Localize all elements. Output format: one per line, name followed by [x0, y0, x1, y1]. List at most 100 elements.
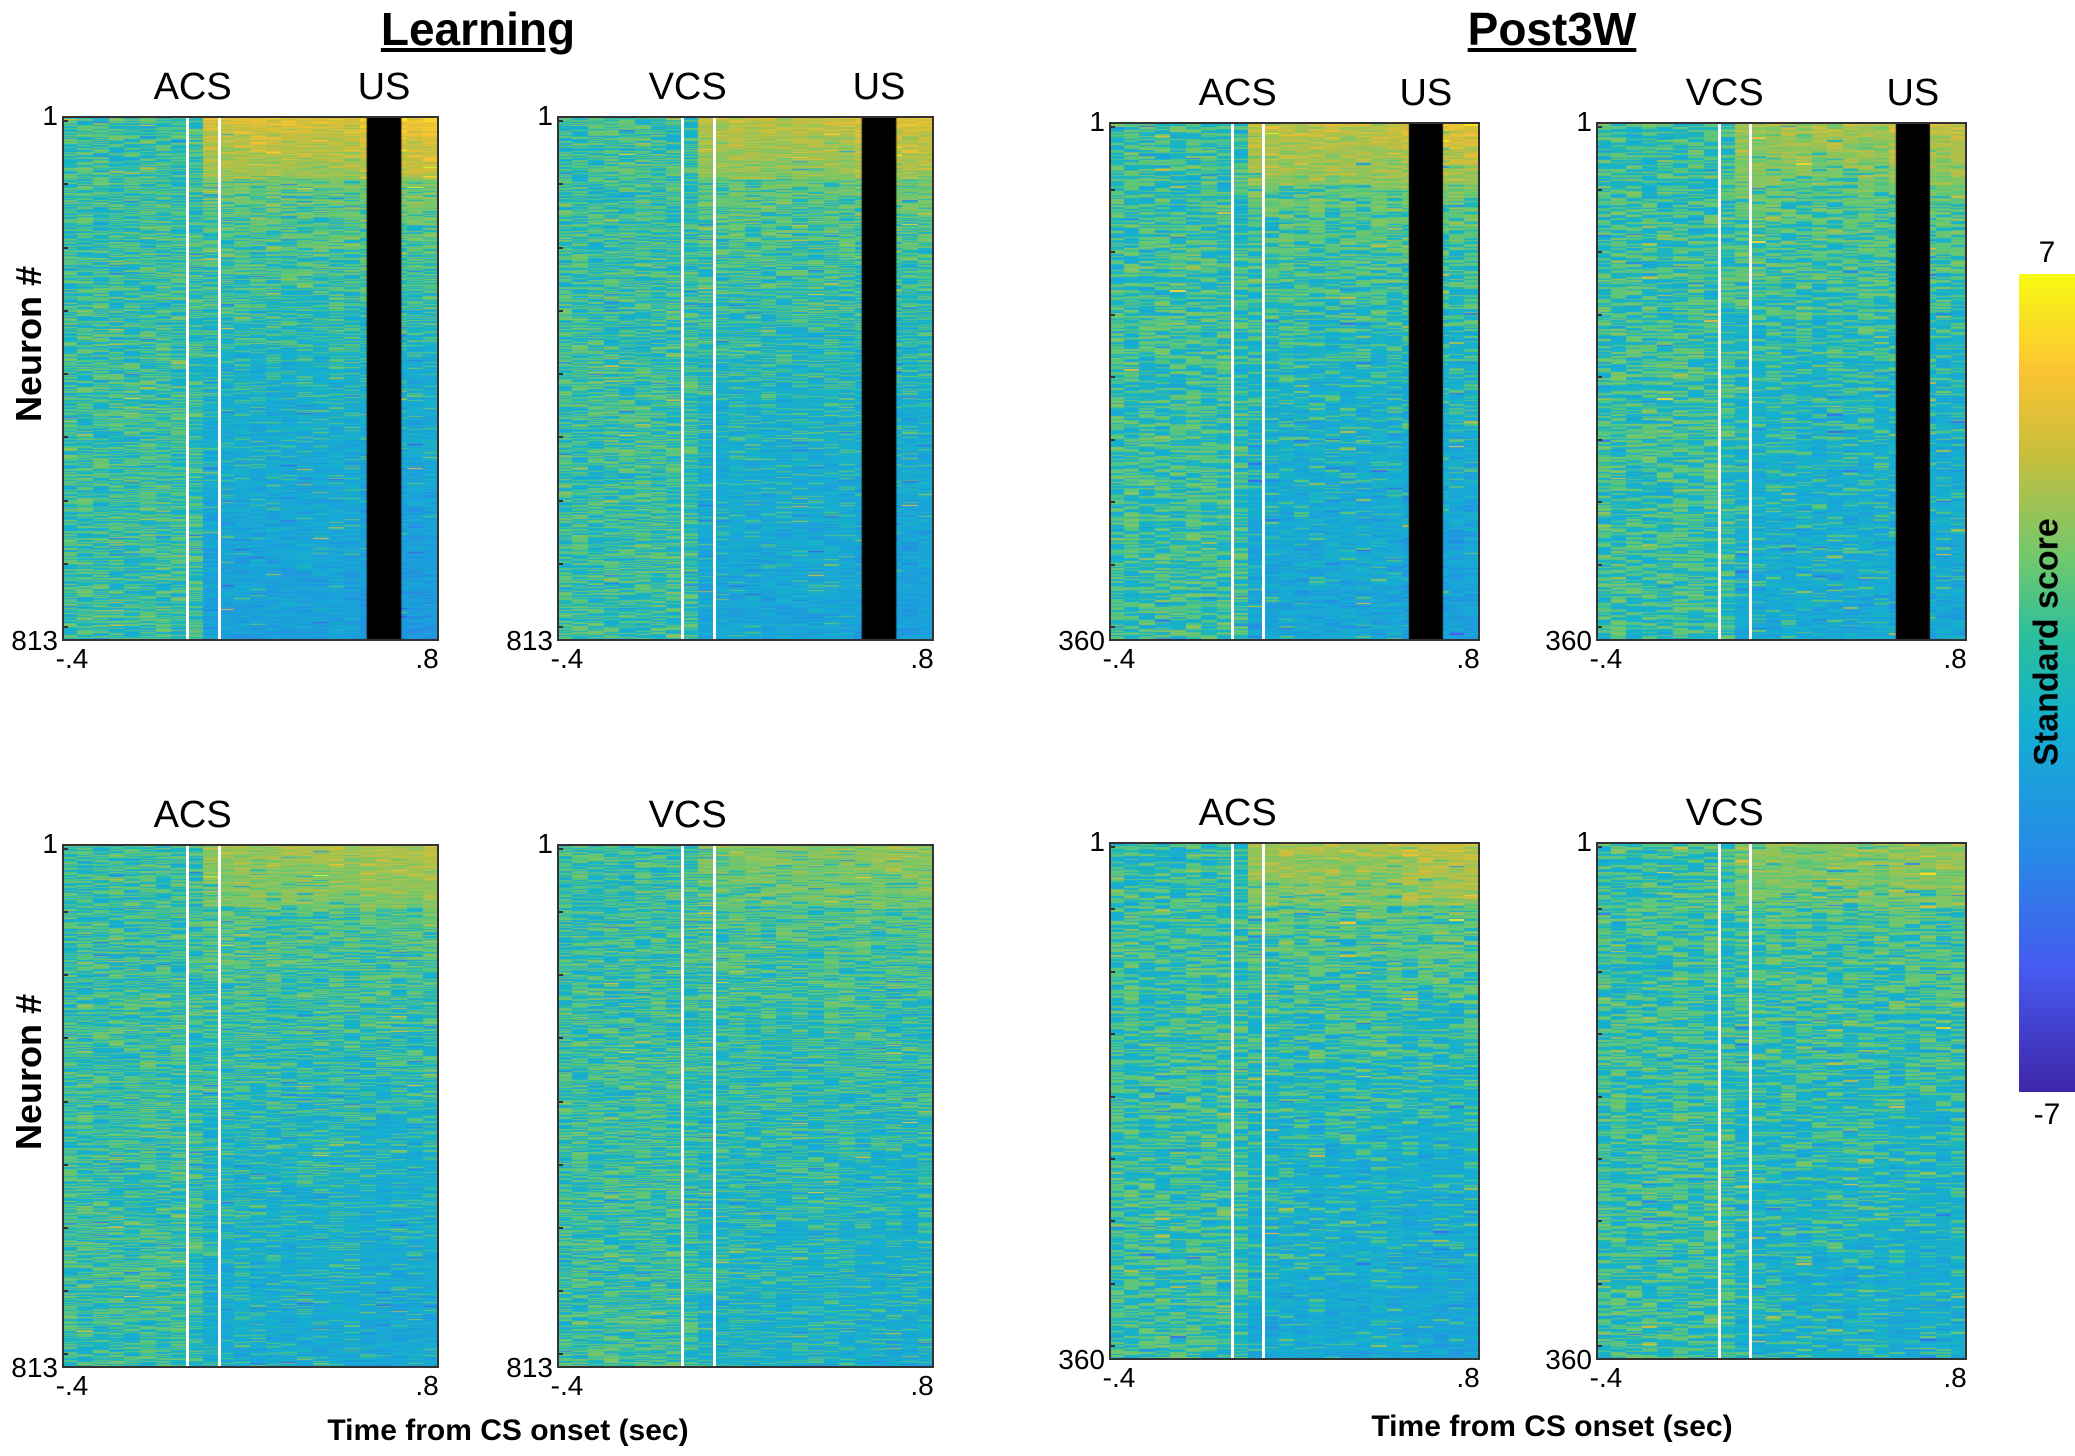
y-tick-mark	[1596, 1095, 1602, 1098]
x-tick-label-right: .8	[415, 1370, 439, 1401]
y-tick-mark	[62, 183, 68, 186]
y-tick-label-top: 1	[42, 828, 58, 859]
cs-marker-line-0	[1231, 122, 1235, 641]
y-tick-mark	[557, 848, 563, 850]
cs-marker-line-1	[712, 116, 716, 641]
heatmap-panel-learning-acs-top: ACS US 1 813 -.4 .8	[11, 66, 439, 674]
y-tick-mark	[557, 1037, 563, 1040]
x-tick-label-right: .8	[1456, 643, 1480, 674]
cs-marker-line-0	[1231, 842, 1235, 1360]
colorbar-min-label: -7	[2033, 1098, 2061, 1131]
heatmap-cells	[1596, 122, 1967, 641]
group-title-post3w: Post3W	[1467, 3, 1637, 55]
y-tick-mark	[62, 373, 68, 375]
y-tick-mark	[1596, 313, 1602, 316]
y-tick-mark	[1109, 1095, 1115, 1098]
x-tick-label-left: -.4	[550, 1370, 584, 1401]
y-tick-mark	[557, 1289, 563, 1292]
y-tick-mark	[557, 911, 563, 914]
y-tick-mark	[62, 1226, 68, 1229]
y-axis-label-top: Neuron #	[8, 265, 49, 423]
heatmap-cells	[62, 116, 439, 641]
y-tick-label-bottom: 360	[1058, 625, 1105, 656]
y-tick-label-top: 1	[1089, 106, 1105, 137]
x-tick-label-left: -.4	[55, 643, 89, 674]
x-tick-label-left: -.4	[1589, 643, 1623, 674]
y-tick-mark	[62, 1163, 68, 1166]
y-tick-mark	[1109, 1158, 1115, 1161]
y-tick-mark	[557, 436, 563, 439]
colorbar-max-label: 7	[2038, 236, 2056, 269]
y-axis-label-bottom: Neuron #	[8, 993, 49, 1151]
us-label: US	[1886, 72, 1940, 114]
y-tick-mark	[1109, 188, 1115, 191]
y-tick-mark	[62, 626, 68, 629]
y-tick-mark	[62, 848, 68, 850]
heatmap-cells	[1109, 122, 1480, 641]
y-tick-mark	[1109, 908, 1115, 911]
cs-marker-line-0	[186, 844, 190, 1368]
cs-marker-line-1	[712, 844, 716, 1368]
heatmap-cells	[1109, 842, 1480, 1360]
x-tick-label-left: -.4	[1589, 1362, 1623, 1393]
y-tick-mark	[1109, 626, 1115, 629]
y-tick-mark	[1596, 1220, 1602, 1223]
x-axis-label-learning: Time from CS onset (sec)	[327, 1414, 689, 1447]
y-tick-mark	[1596, 1033, 1602, 1036]
y-tick-mark	[1109, 970, 1115, 973]
heatmap-cells	[557, 844, 934, 1368]
x-tick-label-right: .8	[415, 643, 439, 674]
y-tick-mark	[62, 120, 68, 122]
cs-label: VCS	[648, 794, 727, 836]
y-tick-mark	[557, 246, 563, 249]
y-tick-mark	[1109, 1220, 1115, 1223]
group-title-learning: Learning	[380, 3, 576, 55]
y-tick-label-top: 1	[1089, 826, 1105, 857]
cs-marker-line-0	[1718, 122, 1722, 641]
x-tick-label-right: .8	[910, 643, 934, 674]
cs-marker-line-1	[1749, 122, 1753, 641]
y-tick-mark	[62, 499, 68, 502]
y-tick-mark	[557, 309, 563, 312]
y-tick-mark	[1109, 126, 1115, 128]
y-tick-mark	[1596, 126, 1602, 128]
heatmap-cells	[62, 844, 439, 1368]
y-tick-label-bottom: 813	[11, 625, 58, 656]
y-tick-mark	[1596, 251, 1602, 254]
y-tick-mark	[1109, 846, 1115, 848]
cs-marker-line-1	[1262, 122, 1266, 641]
x-tick-label-left: -.4	[550, 643, 584, 674]
cs-label: ACS	[1198, 72, 1277, 114]
y-tick-mark	[1109, 1033, 1115, 1036]
y-tick-mark	[557, 1100, 563, 1103]
cs-marker-line-1	[217, 844, 221, 1368]
y-tick-mark	[1109, 376, 1115, 379]
y-tick-mark	[62, 974, 68, 977]
y-tick-mark	[557, 120, 563, 122]
y-tick-mark	[1109, 1345, 1115, 1348]
y-tick-mark	[1596, 1282, 1602, 1285]
cs-marker-line-1	[1262, 842, 1266, 1360]
y-tick-mark	[1596, 438, 1602, 441]
heatmap-panel-post3w-vcs-top: VCS US 1 360 -.4 .8	[1545, 72, 1967, 674]
x-tick-label-left: -.4	[1102, 643, 1136, 674]
cs-marker-line-0	[681, 116, 685, 641]
x-axis-label-post3w: Time from CS onset (sec)	[1371, 1410, 1733, 1443]
cs-label: ACS	[153, 794, 232, 836]
y-tick-mark	[557, 626, 563, 629]
y-tick-mark	[1109, 1282, 1115, 1285]
y-tick-mark	[62, 1353, 68, 1356]
y-tick-label-top: 1	[42, 100, 58, 131]
y-tick-mark	[1596, 626, 1602, 629]
y-tick-mark	[1109, 251, 1115, 254]
y-tick-label-bottom: 813	[506, 625, 553, 656]
cs-marker-line-0	[681, 844, 685, 1368]
y-tick-mark	[557, 1353, 563, 1356]
y-tick-mark	[557, 562, 563, 565]
cs-marker-line-1	[217, 116, 221, 641]
y-tick-label-bottom: 813	[11, 1352, 58, 1383]
heatmap-panel-learning-acs-bottom: ACS 1 813 -.4 .8	[11, 794, 439, 1401]
us-label: US	[357, 66, 411, 108]
y-tick-mark	[557, 183, 563, 186]
